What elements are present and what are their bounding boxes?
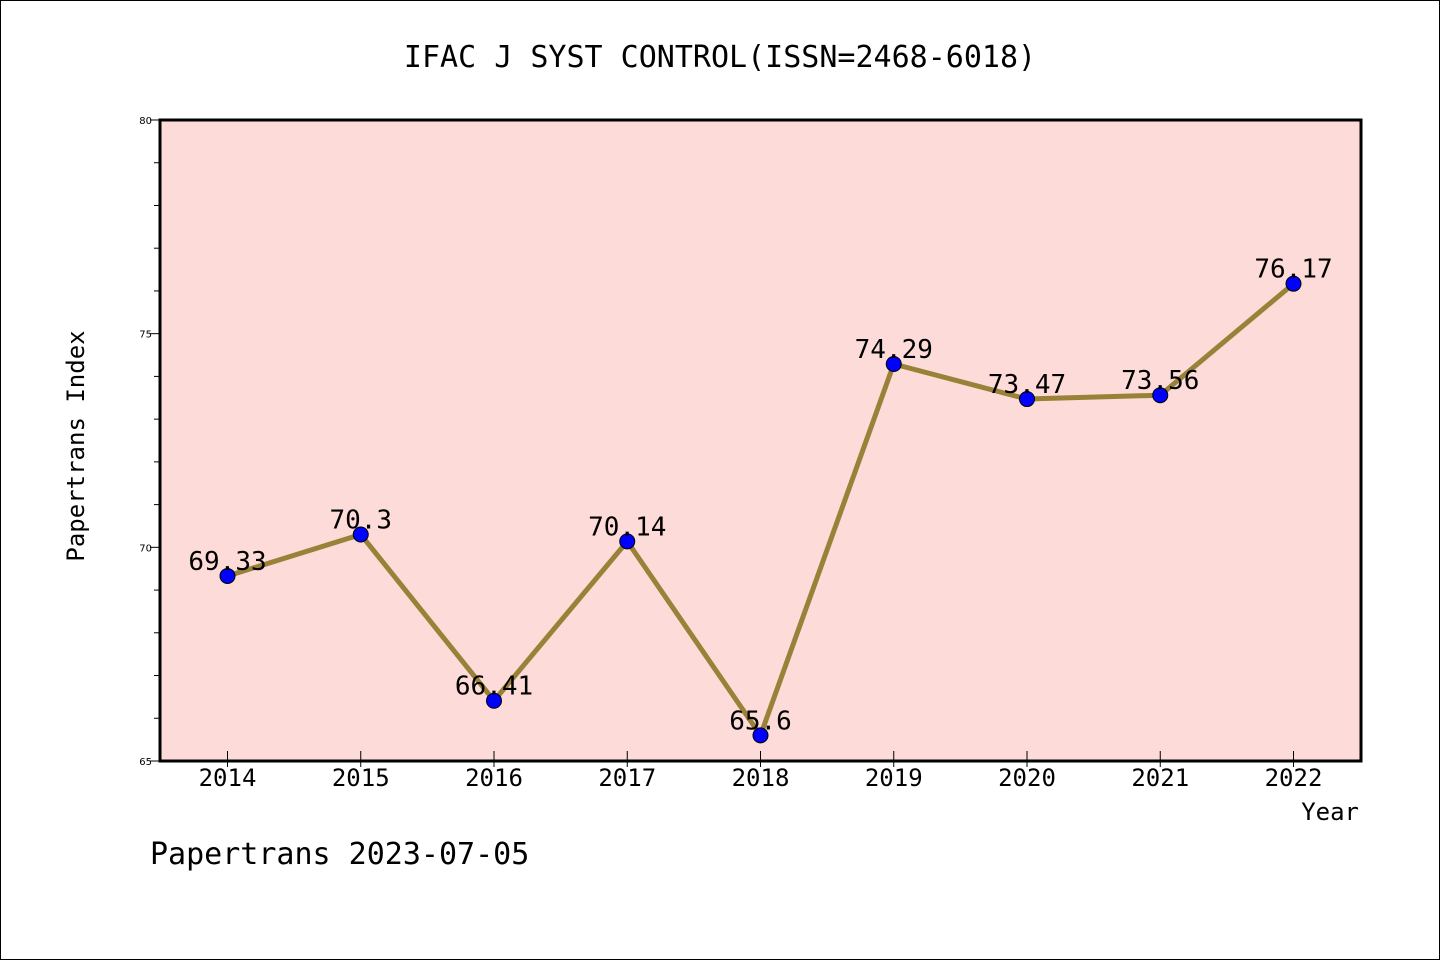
x-tick-label: 2022	[1265, 764, 1323, 792]
x-tick-label: 2021	[1131, 764, 1189, 792]
x-tick-label: 2020	[998, 764, 1056, 792]
data-point	[619, 533, 636, 550]
y-tick-label: 75	[139, 330, 152, 341]
data-label: 73.56	[1121, 366, 1199, 396]
x-tick-label: 2014	[199, 764, 257, 792]
data-label: 76.17	[1254, 255, 1332, 285]
plot-border	[158, 118, 1363, 763]
data-label: 65.6	[729, 706, 792, 736]
x-axis-label: Year	[1301, 798, 1359, 826]
x-tick-label: 2015	[332, 764, 390, 792]
data-point	[885, 356, 902, 373]
data-label: 73.47	[988, 370, 1066, 400]
data-point	[752, 727, 769, 744]
data-label: 66.41	[455, 672, 533, 702]
data-point	[352, 526, 369, 543]
y-axis-label: Papertrans Index	[62, 330, 90, 561]
data-point	[486, 692, 502, 709]
data-point	[1152, 387, 1169, 404]
data-point	[1019, 391, 1035, 408]
data-label: 74.29	[855, 335, 933, 365]
x-tick-label: 2017	[598, 764, 656, 792]
data-label: 70.3	[329, 506, 392, 536]
x-tick-label: 2016	[465, 764, 523, 792]
y-tick-label: 70	[139, 543, 152, 554]
y-tick-label: 65	[139, 757, 152, 768]
data-label: 70.14	[588, 512, 666, 542]
y-tick-label: 80	[139, 116, 152, 127]
data-labels: 69.33 70.3 66.41 70.14 65.6 74.29 73.47 73.56 76…	[188, 255, 1332, 737]
x-tick-label: 2019	[865, 764, 923, 792]
data-point	[1285, 275, 1302, 292]
y-axis: 65 70 75 80	[139, 116, 160, 768]
x-tick-label: 2018	[732, 764, 790, 792]
x-axis: 2014 2015 2016 2017 2018 2019 2020 2021 2022	[199, 751, 1323, 792]
data-point	[219, 567, 236, 584]
data-label: 69.33	[188, 547, 266, 577]
plot-area	[160, 120, 1361, 761]
series-group	[219, 275, 1302, 744]
chart-title: IFAC J SYST CONTROL(ISSN=2468-6018)	[404, 40, 1036, 75]
footer-text: Papertrans 2023-07-05	[150, 837, 529, 872]
